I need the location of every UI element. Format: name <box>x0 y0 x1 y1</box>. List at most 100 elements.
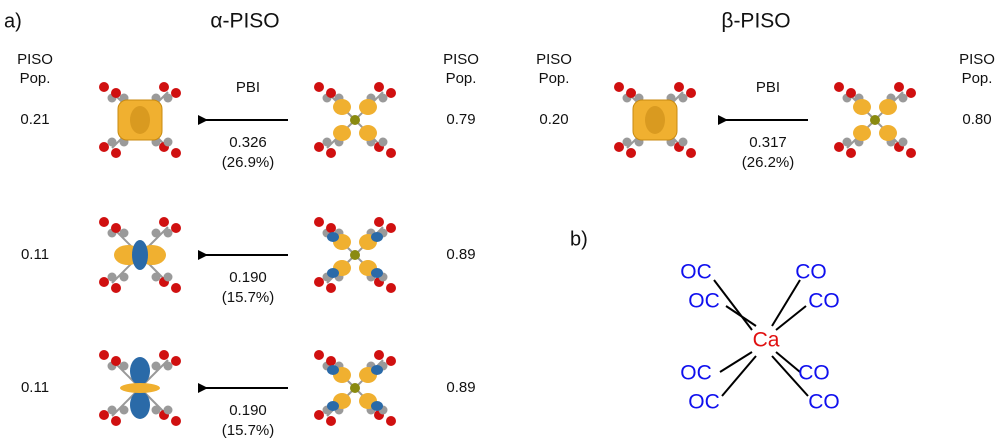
carbon <box>623 138 632 147</box>
orbital-lobe <box>359 125 377 141</box>
oxygen <box>314 410 324 420</box>
oxygen <box>159 217 169 227</box>
orbital-lobe <box>327 365 339 375</box>
bond <box>726 306 756 326</box>
oxygen <box>111 223 121 233</box>
orbital-lobe <box>130 391 150 419</box>
orbital-lobe <box>879 99 897 115</box>
column-header: PISO <box>443 51 479 68</box>
bond <box>776 352 800 372</box>
oxygen <box>326 416 336 426</box>
oxygen <box>674 82 684 92</box>
bond-index: 0.190 <box>229 269 267 286</box>
carbon <box>120 229 129 238</box>
molecule <box>314 82 396 158</box>
oxygen <box>846 148 856 158</box>
column-header: Pop. <box>446 70 477 87</box>
molecule <box>314 350 396 426</box>
carbon <box>152 406 161 415</box>
orbital-lobe <box>371 232 383 242</box>
oxygen <box>626 148 636 158</box>
oxygen <box>99 410 109 420</box>
bond <box>720 352 752 372</box>
bond <box>776 306 806 330</box>
oxygen <box>834 82 844 92</box>
ligand: OC <box>680 261 712 284</box>
molecule <box>614 82 696 158</box>
orbital-lobe <box>327 232 339 242</box>
orbital-lobe <box>371 268 383 278</box>
panel-label: b) <box>570 228 588 250</box>
oxygen <box>326 88 336 98</box>
carbon <box>379 138 388 147</box>
carbon <box>164 94 173 103</box>
orbital-lobe <box>132 240 148 270</box>
carbon <box>120 362 129 371</box>
population: 0.80 <box>962 111 991 128</box>
oxygen <box>159 350 169 360</box>
carbon <box>679 94 688 103</box>
carbon <box>164 406 173 415</box>
carbon <box>152 362 161 371</box>
oxygen <box>171 283 181 293</box>
panel-title: α-PISO <box>210 10 279 33</box>
oxygen <box>386 88 396 98</box>
metal <box>350 383 360 393</box>
column-header: Pop. <box>20 70 51 87</box>
oxygen <box>314 82 324 92</box>
oxygen <box>386 283 396 293</box>
oxygen <box>686 148 696 158</box>
oxygen <box>99 350 109 360</box>
oxygen <box>614 142 624 152</box>
figure: a) α-PISO β-PISO PISO Pop. PISO Pop. PIS… <box>0 0 1005 441</box>
oxygen <box>846 88 856 98</box>
column-header: PISO <box>536 51 572 68</box>
oxygen <box>906 88 916 98</box>
population: 0.79 <box>446 111 475 128</box>
ligand: CO <box>808 391 840 414</box>
orbital-lobe <box>333 125 351 141</box>
panel-label: a) <box>4 10 22 32</box>
orbital-lobe <box>853 125 871 141</box>
population: 0.11 <box>21 379 49 396</box>
orbital-lobe <box>327 268 339 278</box>
orbital-lobe <box>371 401 383 411</box>
molecule <box>99 350 181 426</box>
column-header: PISO <box>17 51 53 68</box>
carbon <box>108 406 117 415</box>
carbon <box>323 138 332 147</box>
oxygen <box>374 350 384 360</box>
orbital-lobe <box>853 99 871 115</box>
population: 0.89 <box>446 379 475 396</box>
metal <box>870 115 880 125</box>
oxygen <box>386 416 396 426</box>
oxygen <box>111 283 121 293</box>
oxygen <box>111 356 121 366</box>
oxygen <box>614 82 624 92</box>
oxygen <box>326 148 336 158</box>
oxygen <box>326 223 336 233</box>
ligand: OC <box>688 391 720 414</box>
oxygen <box>111 88 121 98</box>
carbon <box>379 94 388 103</box>
carbon <box>120 406 129 415</box>
oxygen <box>386 356 396 366</box>
oxygen <box>906 148 916 158</box>
carbon <box>108 138 117 147</box>
oxygen <box>99 142 109 152</box>
orbital-lobe <box>645 106 665 134</box>
orbital-lobe <box>130 357 150 385</box>
population: 0.20 <box>539 111 568 128</box>
bond-index-percent: (15.7%) <box>222 289 275 306</box>
oxygen <box>159 82 169 92</box>
arrow-label: PBI <box>236 79 260 96</box>
oxygen <box>111 148 121 158</box>
orbital-lobe <box>371 365 383 375</box>
oxygen <box>686 88 696 98</box>
population: 0.11 <box>21 246 49 263</box>
ligand: CO <box>798 362 830 385</box>
orbital-lobe <box>130 106 150 134</box>
orbital-lobe <box>879 125 897 141</box>
oxygen <box>314 142 324 152</box>
ligand: OC <box>680 362 712 385</box>
